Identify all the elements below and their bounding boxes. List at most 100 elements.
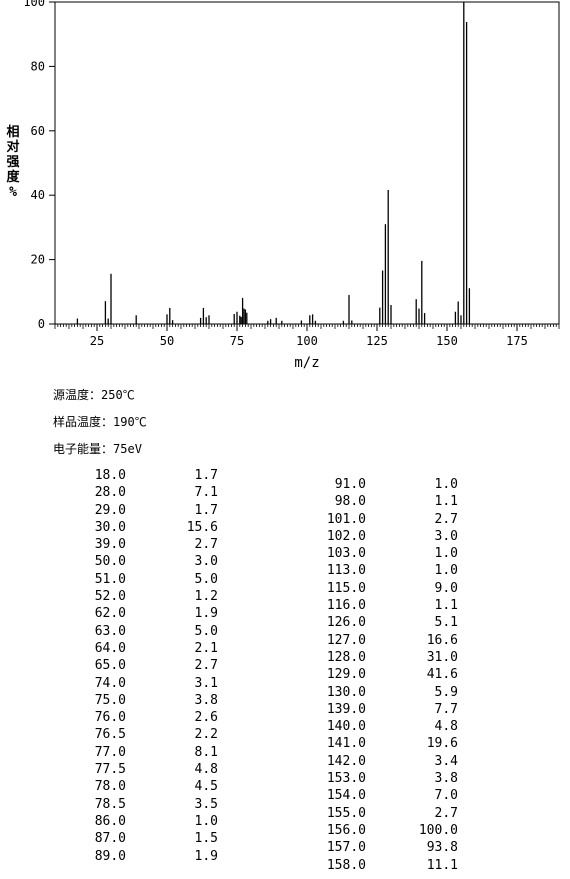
peak-row: 141.0 19.6	[298, 735, 458, 752]
mz-value: 130.0	[326, 684, 366, 700]
peak-row: 87.0 1.5	[58, 830, 218, 847]
mz-value: 101.0	[326, 511, 366, 527]
intensity-value: 3.5	[194, 796, 218, 812]
peak-row: 89.0 1.9	[58, 848, 218, 865]
y-axis-ticks: 0 20 40 60 80 100	[23, 0, 55, 331]
x-tick-label: 75	[230, 334, 244, 348]
peak-row: 51.0 5.0	[58, 571, 218, 588]
mz-value: 126.0	[326, 615, 366, 631]
intensity-value: 1.9	[194, 606, 218, 622]
intensity-value: 2.2	[194, 727, 218, 743]
intensity-value: 3.4	[434, 753, 458, 769]
intensity-value: 3.8	[194, 692, 218, 708]
peak-row: 78.0 4.5	[58, 778, 218, 795]
y-tick-label: 60	[31, 124, 45, 138]
y-tick-label: 100	[23, 0, 45, 9]
peak-table-right: 91.0 1.0 98.0 1.1 101.0 2.7 102.0 3.0 103.0 1.0 11…	[298, 476, 458, 874]
mz-value: 28.0	[94, 485, 126, 501]
peak-row: 77.5 4.8	[58, 761, 218, 778]
peak-table-left: 18.0 1.7 28.0 7.1 29.0 1.7 30.0 15.6 39.0 2.7 50.0…	[58, 467, 218, 865]
peak-row: 128.0 31.0	[298, 649, 458, 666]
mz-value: 141.0	[326, 736, 366, 752]
y-tick-label: 20	[31, 253, 45, 267]
peak-row: 126.0 5.1	[298, 614, 458, 631]
mz-value: 50.0	[94, 554, 126, 570]
mz-value: 65.0	[94, 658, 126, 674]
peak-row: 65.0 2.7	[58, 657, 218, 674]
peak-row: 30.0 15.6	[58, 519, 218, 536]
peak-row: 74.0 3.1	[58, 675, 218, 692]
x-tick-label: 150	[436, 334, 458, 348]
intensity-value: 16.6	[426, 632, 458, 648]
peak-row: 101.0 2.7	[298, 511, 458, 528]
intensity-value: 4.8	[434, 719, 458, 735]
sample-temperature-label: 样品温度：	[53, 415, 114, 429]
x-tick-label: 125	[366, 334, 388, 348]
intensity-value: 1.5	[194, 831, 218, 847]
intensity-value: 1.7	[194, 468, 218, 483]
x-tick-label: 50	[160, 334, 174, 348]
peak-row: 115.0 9.0	[298, 580, 458, 597]
y-axis-label-char: 度	[6, 169, 20, 185]
intensity-value: 7.7	[434, 701, 458, 717]
source-temperature-label: 源温度：	[53, 388, 102, 402]
intensity-value: 4.8	[194, 762, 218, 778]
sample-temperature: 样品温度：190℃	[53, 413, 147, 430]
peak-row: 139.0 7.7	[298, 701, 458, 718]
mz-value: 52.0	[94, 589, 126, 605]
mz-value: 154.0	[326, 788, 366, 804]
peak-row: 116.0 1.1	[298, 597, 458, 614]
x-tick-label: 25	[90, 334, 104, 348]
y-tick-label: 0	[38, 317, 45, 331]
intensity-value: 4.5	[194, 779, 218, 795]
intensity-value: 5.0	[194, 623, 218, 639]
peak-row: 140.0 4.8	[298, 718, 458, 735]
peak-row: 129.0 41.6	[298, 666, 458, 683]
mz-value: 78.5	[94, 796, 126, 812]
peak-row: 157.0 93.8	[298, 839, 458, 856]
peak-row: 50.0 3.0	[58, 553, 218, 570]
sample-temperature-value: 190℃	[113, 415, 147, 429]
mz-value: 102.0	[326, 528, 366, 544]
intensity-value: 3.8	[434, 771, 458, 787]
mz-value: 87.0	[94, 831, 126, 847]
electron-energy-label: 电子能量：	[53, 442, 114, 456]
x-axis-label: m/z	[294, 355, 319, 371]
intensity-value: 1.0	[434, 477, 458, 492]
mz-value: 62.0	[94, 606, 126, 622]
intensity-value: 2.7	[194, 537, 218, 553]
intensity-value: 9.0	[434, 580, 458, 596]
peak-row: 158.0 11.1	[298, 857, 458, 874]
mz-value: 39.0	[94, 537, 126, 553]
y-axis-label-char: 相	[6, 124, 19, 140]
mz-value: 140.0	[326, 719, 366, 735]
y-axis-label-char: 对	[6, 139, 19, 155]
intensity-value: 93.8	[426, 840, 458, 856]
intensity-value: 31.0	[426, 649, 458, 665]
intensity-value: 41.6	[426, 667, 458, 683]
mz-value: 139.0	[326, 701, 366, 717]
intensity-value: 7.1	[194, 485, 218, 501]
mz-value: 77.0	[94, 744, 126, 760]
y-tick-label: 40	[31, 188, 45, 202]
intensity-value: 100.0	[418, 822, 458, 838]
intensity-value: 5.0	[194, 571, 218, 587]
x-minor-ticks	[54, 324, 560, 329]
intensity-value: 2.6	[194, 710, 218, 726]
mz-value: 77.5	[94, 762, 126, 778]
intensity-value: 2.7	[194, 658, 218, 674]
mz-value: 142.0	[326, 753, 366, 769]
peak-row: 63.0 5.0	[58, 623, 218, 640]
peak-row: 127.0 16.6	[298, 632, 458, 649]
intensity-value: 11.1	[426, 857, 458, 873]
mz-value: 129.0	[326, 667, 366, 683]
intensity-value: 1.1	[434, 598, 458, 614]
peak-row: 28.0 7.1	[58, 484, 218, 501]
peak-bars	[76, 2, 471, 324]
intensity-value: 1.0	[434, 546, 458, 562]
mz-value: 98.0	[334, 494, 366, 510]
electron-energy-value: 75eV	[113, 442, 142, 456]
peak-row: 76.5 2.2	[58, 726, 218, 743]
mz-value: 18.0	[94, 468, 126, 483]
